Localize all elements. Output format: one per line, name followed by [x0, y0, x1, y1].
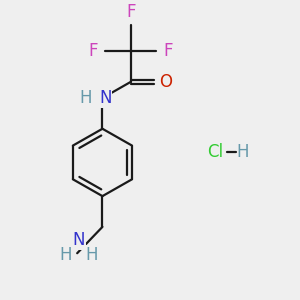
- Text: N: N: [72, 231, 85, 249]
- Text: H: H: [59, 246, 71, 264]
- Text: F: F: [126, 3, 135, 21]
- Text: O: O: [159, 73, 172, 91]
- Text: H: H: [86, 246, 98, 264]
- Text: H: H: [236, 143, 248, 161]
- Text: H: H: [80, 89, 92, 107]
- Text: N: N: [99, 89, 112, 107]
- Text: F: F: [89, 42, 98, 60]
- Text: F: F: [163, 42, 172, 60]
- Text: Cl: Cl: [207, 143, 224, 161]
